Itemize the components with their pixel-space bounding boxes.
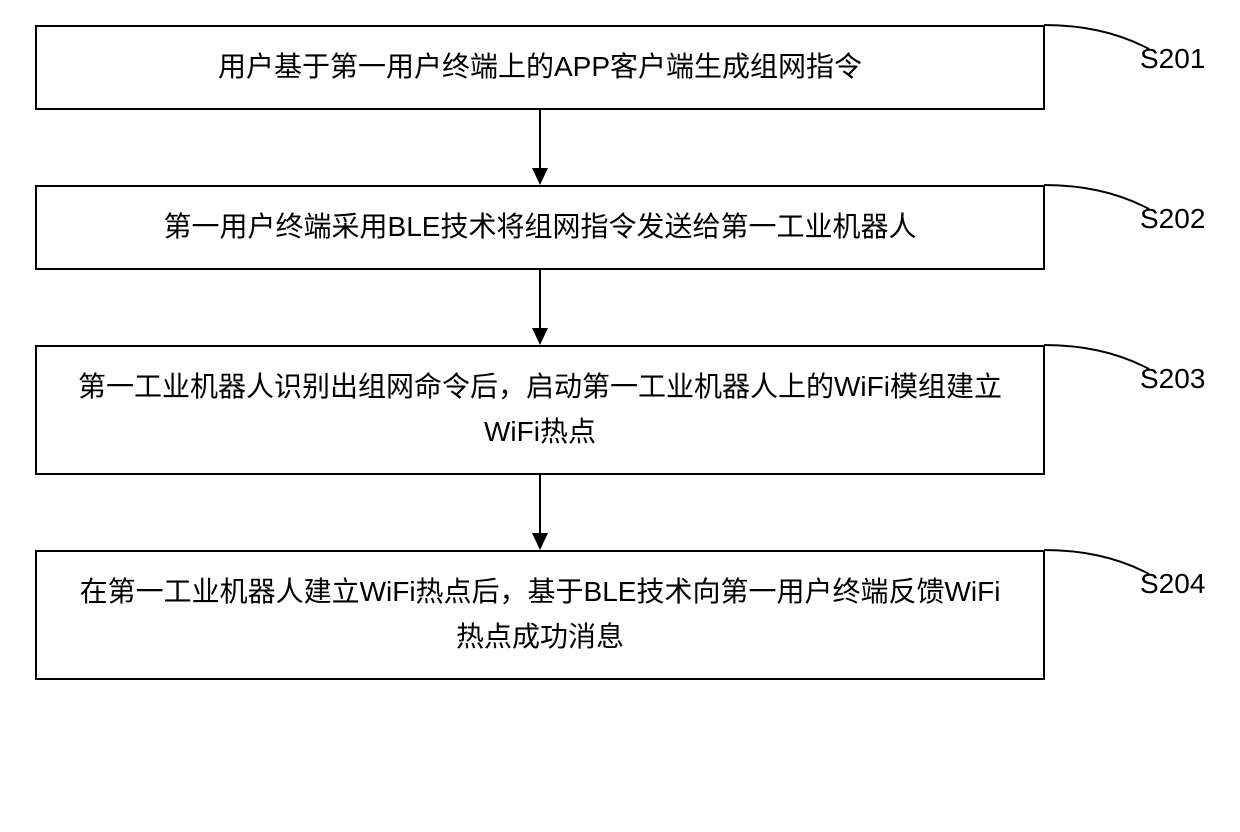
- step-container-s204: 在第一工业机器人建立WiFi热点后，基于BLE技术向第一用户终端反馈WiFi热点…: [35, 550, 1205, 680]
- step-box-s204: 在第一工业机器人建立WiFi热点后，基于BLE技术向第一用户终端反馈WiFi热点…: [35, 550, 1045, 680]
- step-box-s201: 用户基于第一用户终端上的APP客户端生成组网指令: [35, 25, 1045, 110]
- step-container-s202: 第一用户终端采用BLE技术将组网指令发送给第一工业机器人 S202: [35, 185, 1205, 270]
- step-text-s201: 用户基于第一用户终端上的APP客户端生成组网指令: [218, 45, 862, 90]
- flowchart-container: 用户基于第一用户终端上的APP客户端生成组网指令 S201 第一用户终端采用BL…: [35, 25, 1205, 680]
- step-container-s203: 第一工业机器人识别出组网命令后，启动第一工业机器人上的WiFi模组建立WiFi热…: [35, 345, 1205, 475]
- arrow-icon: [525, 475, 555, 550]
- step-text-s204: 在第一工业机器人建立WiFi热点后，基于BLE技术向第一用户终端反馈WiFi热点…: [67, 570, 1013, 660]
- step-text-s202: 第一用户终端采用BLE技术将组网指令发送给第一工业机器人: [164, 205, 917, 250]
- arrow-icon: [525, 270, 555, 345]
- step-label-s202: S202: [1140, 203, 1205, 235]
- step-text-s203: 第一工业机器人识别出组网命令后，启动第一工业机器人上的WiFi模组建立WiFi热…: [67, 365, 1013, 455]
- arrow-s203-s204: [35, 475, 1045, 550]
- step-container-s201: 用户基于第一用户终端上的APP客户端生成组网指令 S201: [35, 25, 1205, 110]
- arrow-s202-s203: [35, 270, 1045, 345]
- arrow-s201-s202: [35, 110, 1045, 185]
- step-label-s201: S201: [1140, 43, 1205, 75]
- step-box-s203: 第一工业机器人识别出组网命令后，启动第一工业机器人上的WiFi模组建立WiFi热…: [35, 345, 1045, 475]
- step-label-s204: S204: [1140, 568, 1205, 600]
- arrow-icon: [525, 110, 555, 185]
- step-box-s202: 第一用户终端采用BLE技术将组网指令发送给第一工业机器人: [35, 185, 1045, 270]
- step-label-s203: S203: [1140, 363, 1205, 395]
